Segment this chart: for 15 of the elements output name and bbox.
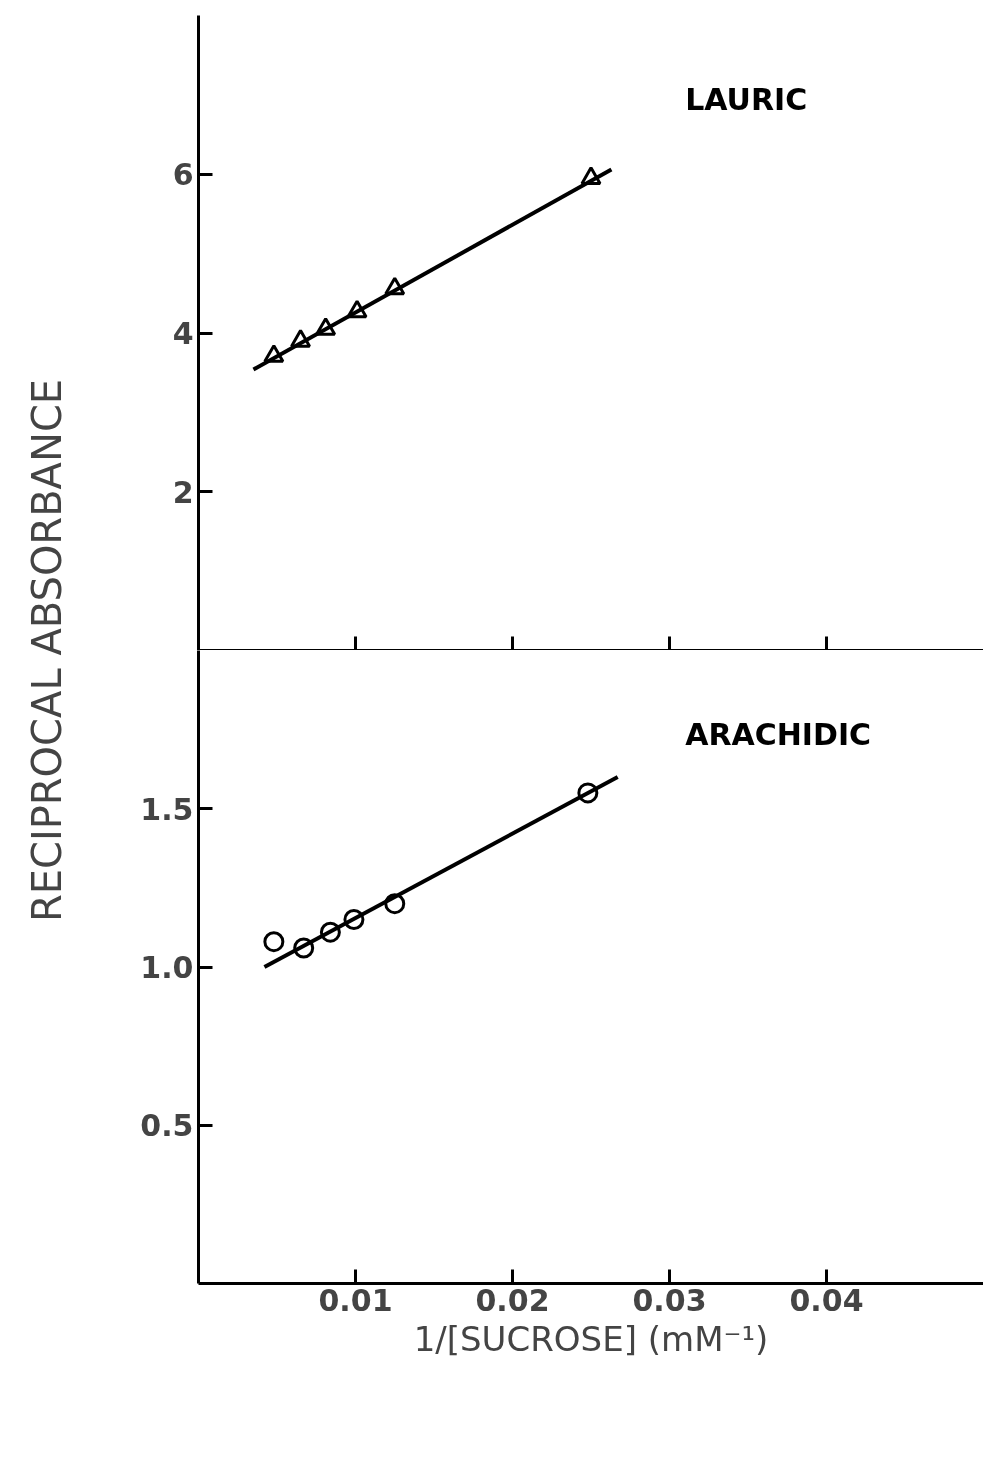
text: LAURIC — [685, 82, 808, 118]
x-tick-label: 0.03 — [632, 1282, 707, 1318]
y-tick-label: 0.5 — [140, 1108, 194, 1144]
x-tick-label: 0.04 — [789, 1282, 864, 1318]
x-axis-title: 1/[SUCROSE] (mM⁻¹) — [413, 1318, 769, 1359]
text: ARACHIDIC — [685, 716, 872, 752]
y-axis-title: RECIPROCAL ABSORBANCE — [24, 378, 70, 923]
y-tick-label: 4 — [172, 316, 194, 351]
y-tick-label: 6 — [172, 157, 194, 193]
y-tick-label: 1.0 — [140, 950, 194, 985]
x-tick-label: 0.01 — [318, 1282, 393, 1318]
y-tick-label: 2 — [172, 474, 194, 510]
x-tick-label: 0.02 — [475, 1282, 550, 1318]
point — [263, 931, 285, 953]
y-tick-label: 1.5 — [140, 791, 194, 827]
